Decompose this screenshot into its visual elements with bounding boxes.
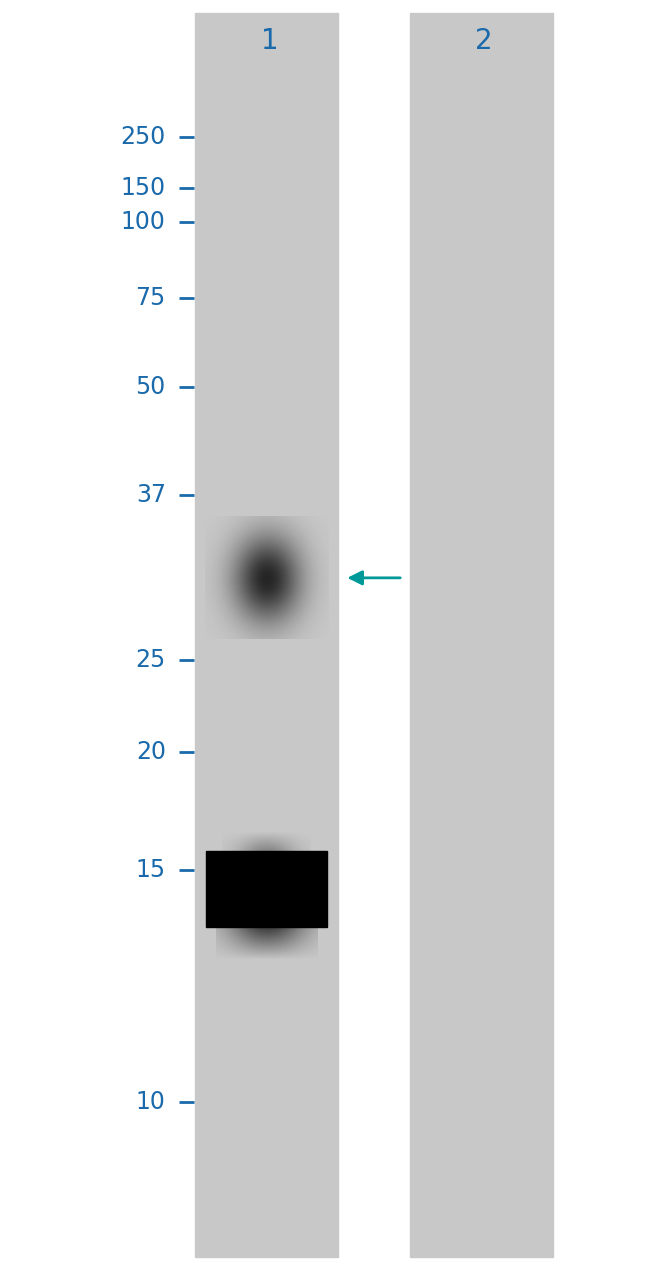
Bar	[195, 13, 338, 1257]
Text: 25: 25	[135, 649, 166, 672]
Bar	[205, 851, 328, 927]
Text: 250: 250	[120, 126, 166, 149]
Text: 37: 37	[136, 484, 166, 507]
Text: 100: 100	[121, 211, 166, 234]
Text: 10: 10	[136, 1091, 166, 1114]
Text: 1: 1	[261, 27, 279, 55]
Text: 150: 150	[121, 177, 166, 199]
Text: 15: 15	[136, 859, 166, 881]
Text: 50: 50	[135, 376, 166, 399]
Text: 75: 75	[135, 287, 166, 310]
Text: 2: 2	[475, 27, 493, 55]
Text: 20: 20	[136, 740, 166, 763]
Bar	[410, 13, 552, 1257]
